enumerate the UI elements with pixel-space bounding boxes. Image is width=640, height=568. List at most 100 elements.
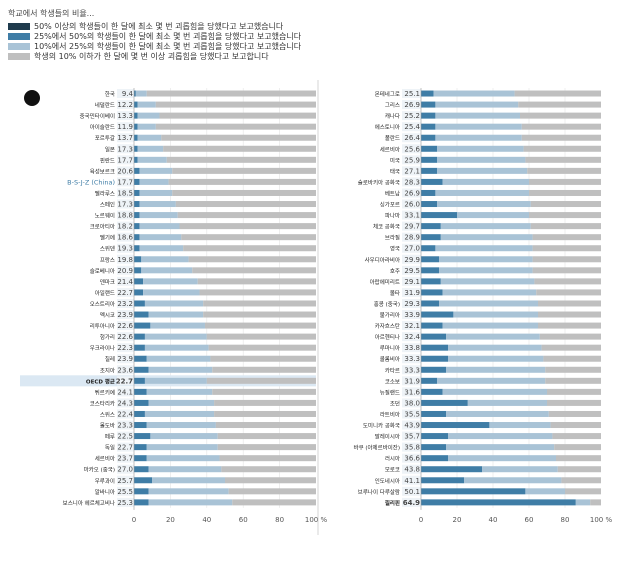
right-bar-segment <box>565 488 601 495</box>
left-bar-segment <box>146 90 316 97</box>
left-bar-segment <box>144 344 209 351</box>
right-bar-segment <box>532 245 601 252</box>
right-country-label: 몰타 <box>390 289 400 297</box>
left-bar-segment <box>175 201 316 208</box>
left-value-label: 19.8 <box>117 256 133 264</box>
left-bar-segment <box>134 444 147 451</box>
right-bar-segment <box>545 377 601 384</box>
left-bar-segment <box>134 499 149 506</box>
left-bar-segment <box>134 178 140 185</box>
left-bar-segment <box>134 410 145 417</box>
right-value-box <box>402 387 421 397</box>
right-country-label: 캐나다 <box>385 112 400 120</box>
right-value-label: 33.9 <box>404 311 420 319</box>
left-value-box <box>117 177 134 187</box>
left-value-box <box>117 343 134 353</box>
left-bar-segment <box>134 289 144 296</box>
left-bar-segment <box>139 189 173 196</box>
left-bar-segment <box>214 410 316 417</box>
left-country-label: 포르투갈 <box>95 134 115 142</box>
right-value-box <box>402 276 421 286</box>
left-bar-segment <box>144 333 207 340</box>
left-country-label: 스페인 <box>100 201 115 209</box>
left-value-box <box>117 321 134 331</box>
right-value-label: 33.3 <box>404 366 420 374</box>
left-bar-segment <box>228 488 316 495</box>
left-value-box <box>117 497 134 507</box>
right-bar-segment <box>421 355 448 362</box>
right-value-label: 33.8 <box>404 344 420 352</box>
left-bar-segment <box>134 145 138 152</box>
right-value-box <box>402 475 421 485</box>
right-bar-segment <box>442 178 529 185</box>
right-country-label: 파나마 <box>385 212 400 220</box>
left-bar-segment <box>203 311 316 318</box>
left-value-label: 17.7 <box>117 178 133 186</box>
left-value-label: 20.6 <box>117 167 133 175</box>
left-country-label: 독일 <box>105 444 115 452</box>
left-value-box <box>117 188 134 198</box>
left-bar-segment <box>148 311 204 318</box>
right-value-label: 25.9 <box>404 156 420 164</box>
left-value-label: 22.7 <box>117 289 133 297</box>
left-value-box <box>117 387 134 397</box>
right-bar-segment <box>435 134 522 141</box>
right-bar-segment <box>437 167 528 174</box>
left-value-label: 18.5 <box>117 189 133 197</box>
left-bar-segment <box>199 289 316 296</box>
right-value-box <box>402 188 421 198</box>
right-bar-segment <box>421 300 439 307</box>
right-country-label: 러시아 <box>385 455 400 463</box>
left-value-label: 23.3 <box>117 422 133 430</box>
left-value-label: 25.7 <box>117 477 133 485</box>
left-value-box <box>117 287 134 297</box>
left-value-box <box>117 409 134 419</box>
right-value-label: 29.3 <box>404 300 420 308</box>
right-country-label: 도미니카 공화국 <box>363 422 400 430</box>
left-country-label: 크로아티아 <box>90 223 115 231</box>
left-country-label: 리투아니아 <box>90 322 115 330</box>
left-value-label: 18.8 <box>117 212 133 220</box>
right-bar-segment <box>421 377 438 384</box>
right-value-label: 28.3 <box>404 178 420 186</box>
left-country-label: 중국민타이베이 <box>80 112 115 120</box>
right-x-tick-label: 60 <box>525 516 534 524</box>
legend-item-2: 25%에서 50%의 학생들이 한 달에 최소 몇 번 괴롭힘을 당했다고 보고… <box>8 31 301 41</box>
left-value-box <box>117 475 134 485</box>
left-country-label: 조지아 <box>100 366 115 374</box>
right-country-label: 필리핀 <box>385 499 400 507</box>
left-bar-segment <box>134 134 138 141</box>
right-bar-segment <box>442 322 538 329</box>
left-bar-segment <box>172 189 316 196</box>
left-bar-segment <box>134 322 151 329</box>
right-country-label: 에스토니아 <box>375 123 400 131</box>
left-bar-segment <box>137 123 156 130</box>
left-value-label: 24.3 <box>117 399 133 407</box>
left-value-label: 13.7 <box>117 134 133 142</box>
left-bar-segment <box>135 90 147 97</box>
left-bar-segment <box>203 300 316 307</box>
right-bar-segment <box>440 278 535 285</box>
left-value-label: 22.7 <box>117 444 133 452</box>
left-value-label: 22.6 <box>117 333 133 341</box>
right-country-label: 루마니아 <box>380 344 400 352</box>
left-value-box <box>117 453 134 463</box>
left-value-box <box>117 100 134 110</box>
left-value-label: 17.3 <box>117 201 133 209</box>
right-bar-segment <box>554 444 601 451</box>
right-value-box <box>402 155 421 165</box>
left-value-label: 11.9 <box>117 123 133 131</box>
left-country-label: 핀란드 <box>100 156 115 164</box>
right-value-label: 50.1 <box>404 488 420 496</box>
left-country-label: 우크라이나 <box>90 344 115 352</box>
left-bar-segment <box>221 466 316 473</box>
left-bar-segment <box>141 267 193 274</box>
right-value-label: 43.8 <box>404 466 420 474</box>
right-bar-segment <box>442 289 537 296</box>
right-bar-segment <box>446 444 555 451</box>
left-value-box <box>117 232 134 242</box>
left-bar-segment <box>214 399 316 406</box>
right-bar-segment <box>421 112 436 119</box>
right-value-label: 32.4 <box>404 333 420 341</box>
right-value-box <box>402 486 421 496</box>
